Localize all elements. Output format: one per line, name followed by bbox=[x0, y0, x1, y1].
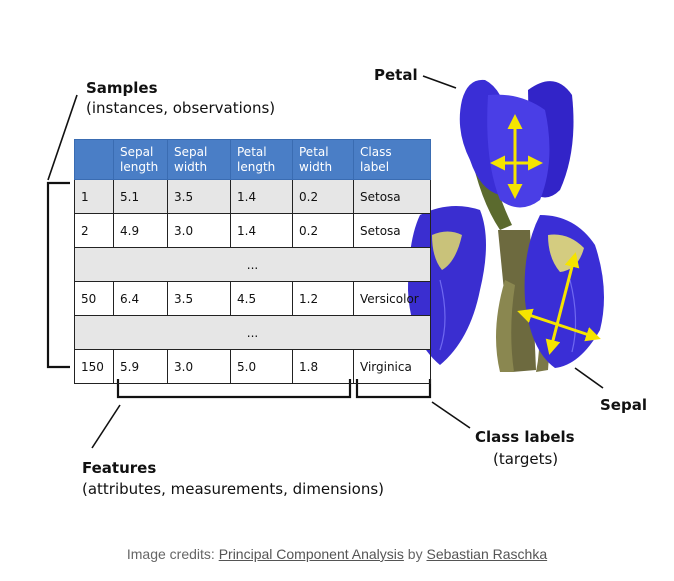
table-cell: 0.2 bbox=[292, 179, 354, 214]
samples-bracket bbox=[46, 181, 70, 369]
table-cell: 5.1 bbox=[113, 179, 168, 214]
table-cell: 3.5 bbox=[167, 179, 231, 214]
table-cell: 4.9 bbox=[113, 213, 168, 248]
ellipsis-cell: ... bbox=[74, 247, 431, 282]
iris-flower-icon bbox=[408, 79, 604, 372]
class-labels-bracket bbox=[355, 379, 432, 399]
sepal-label: Sepal bbox=[600, 396, 647, 414]
samples-title: Samples bbox=[86, 79, 158, 97]
table-cell: Versicolor bbox=[353, 281, 431, 316]
table-cell: 5.0 bbox=[230, 349, 293, 384]
features-subtitle: (attributes, measurements, dimensions) bbox=[82, 480, 384, 498]
header-cell-petal-width: Petal width bbox=[292, 139, 354, 180]
samples-pointer-line bbox=[47, 94, 78, 181]
credits-prefix: Image credits: bbox=[126, 546, 219, 562]
features-pointer-line bbox=[91, 404, 121, 449]
table-cell: 150 bbox=[74, 349, 114, 384]
table-cell: 1.2 bbox=[292, 281, 354, 316]
header-cell-sepal-length: Sepal length bbox=[113, 139, 168, 180]
samples-subtitle: (instances, observations) bbox=[86, 99, 276, 117]
credits-by: by bbox=[403, 546, 427, 562]
table-cell: 2 bbox=[74, 213, 114, 248]
table-cell: 1 bbox=[74, 179, 114, 214]
header-cell-sepal-width: Sepal width bbox=[167, 139, 231, 180]
credits-work-link[interactable]: Principal Component Analysis bbox=[218, 546, 404, 562]
table-cell: 1.4 bbox=[230, 213, 293, 248]
class-labels-title: Class labels bbox=[475, 428, 575, 446]
table-row: 1 5.1 3.5 1.4 0.2 Setosa bbox=[74, 179, 431, 214]
image-credits: Image credits: Principal Component Analy… bbox=[0, 546, 674, 562]
table-cell: Setosa bbox=[353, 213, 431, 248]
table-cell: 3.5 bbox=[167, 281, 231, 316]
table-cell: 0.2 bbox=[292, 213, 354, 248]
header-cell-petal-length: Petal length bbox=[230, 139, 293, 180]
table-cell: 50 bbox=[74, 281, 114, 316]
header-cell-class-label: Class label bbox=[353, 139, 431, 180]
table-cell: 3.0 bbox=[167, 349, 231, 384]
table-ellipsis-row: ... bbox=[74, 315, 431, 350]
petal-label: Petal bbox=[374, 66, 418, 84]
table-cell: Virginica bbox=[353, 349, 431, 384]
table-cell: Setosa bbox=[353, 179, 431, 214]
table-cell: 5.9 bbox=[113, 349, 168, 384]
table-row: 150 5.9 3.0 5.0 1.8 Virginica bbox=[74, 349, 431, 384]
petal-measurement-arrows bbox=[490, 114, 543, 199]
table-cell: 3.0 bbox=[167, 213, 231, 248]
class-labels-pointer-line bbox=[431, 401, 471, 429]
features-title: Features bbox=[82, 459, 157, 477]
sepal-measurement-arrows bbox=[517, 252, 601, 355]
sepal-pointer-line bbox=[574, 367, 604, 389]
iris-data-table: Sepal length Sepal width Petal length Pe… bbox=[74, 139, 431, 384]
table-cell: 1.8 bbox=[292, 349, 354, 384]
table-cell: 1.4 bbox=[230, 179, 293, 214]
table-cell: 4.5 bbox=[230, 281, 293, 316]
header-cell-index bbox=[74, 139, 114, 180]
ellipsis-cell: ... bbox=[74, 315, 431, 350]
table-row: 50 6.4 3.5 4.5 1.2 Versicolor bbox=[74, 281, 431, 316]
credits-author-link[interactable]: Sebastian Raschka bbox=[426, 546, 548, 562]
table-header-row: Sepal length Sepal width Petal length Pe… bbox=[74, 139, 431, 180]
table-ellipsis-row: ... bbox=[74, 247, 431, 282]
petal-pointer-line bbox=[422, 75, 457, 89]
features-bracket bbox=[116, 379, 352, 399]
table-cell: 6.4 bbox=[113, 281, 168, 316]
table-row: 2 4.9 3.0 1.4 0.2 Setosa bbox=[74, 213, 431, 248]
class-labels-subtitle: (targets) bbox=[493, 450, 559, 468]
